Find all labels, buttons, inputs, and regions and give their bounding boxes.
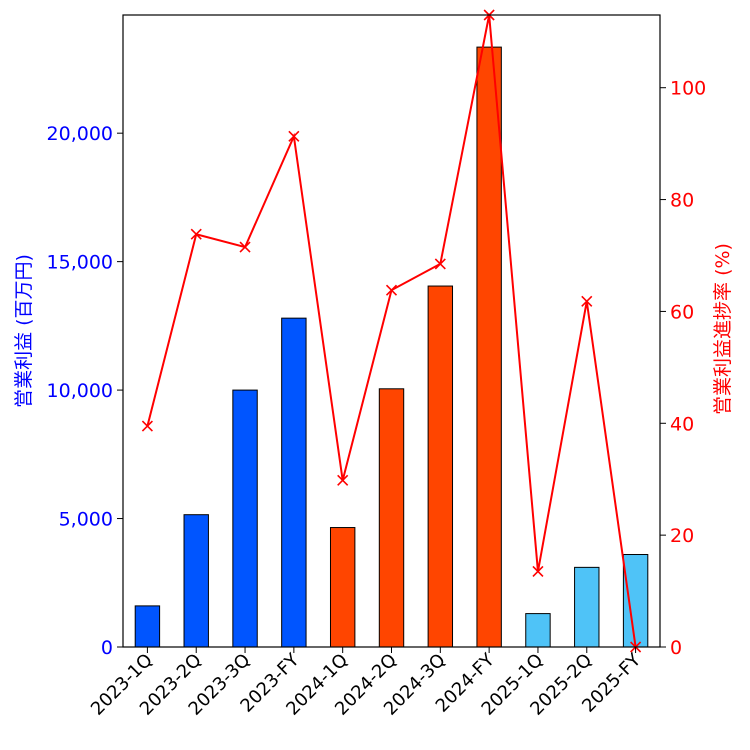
right-tick-label: 0 (670, 637, 682, 659)
y2-axis-title: 営業利益進捗率 (%) (712, 243, 734, 415)
bar-2023-3Q (232, 389, 258, 648)
bar-2024-3Q (427, 285, 454, 648)
left-tick-label: 5,000 (59, 509, 113, 531)
right-tick-label: 100 (670, 78, 706, 100)
bar-2024-1Q (329, 527, 356, 648)
left-tick-label: 20,000 (47, 123, 113, 145)
bar-2023-1Q (134, 605, 161, 648)
marker-2024-1Q (337, 474, 349, 486)
marker-2024-2Q (385, 284, 398, 296)
right-axis-ticks: 0 20 40 60 80 100 (660, 78, 706, 659)
marker-2024-3Q (434, 258, 446, 270)
marker-2023-FY (288, 130, 300, 142)
bar-2025-FY (622, 554, 649, 648)
x-axis-ticks: 2023-1Q2023-2Q2023-3Q2023-FY2024-1Q2024-… (87, 647, 646, 720)
left-tick-label: 15,000 (47, 252, 113, 274)
line-series (141, 9, 642, 653)
bar-2024-2Q (378, 388, 405, 648)
marker-2025-2Q (581, 295, 593, 307)
y-axis-title: 営業利益 (百万円) (13, 254, 35, 408)
bar-2023-FY (281, 317, 307, 648)
left-axis-ticks: 0 5,000 10,000 15,000 20,000 (47, 123, 123, 659)
bar-2025-1Q (525, 613, 551, 648)
marker-2023-2Q (190, 228, 202, 240)
bar-2024-FY (476, 46, 502, 648)
marker-2023-3Q (239, 241, 251, 253)
right-tick-label: 40 (670, 413, 694, 435)
right-tick-label: 20 (670, 525, 694, 547)
marker-2025-1Q (532, 565, 544, 578)
right-tick-label: 80 (670, 190, 694, 212)
bar-2025-2Q (574, 566, 600, 648)
marker-2023-1Q (141, 420, 153, 432)
bar-series (134, 46, 649, 648)
bar-2023-2Q (183, 514, 209, 648)
right-tick-label: 60 (670, 301, 694, 323)
left-tick-label: 0 (101, 637, 113, 659)
left-tick-label: 10,000 (47, 380, 113, 402)
